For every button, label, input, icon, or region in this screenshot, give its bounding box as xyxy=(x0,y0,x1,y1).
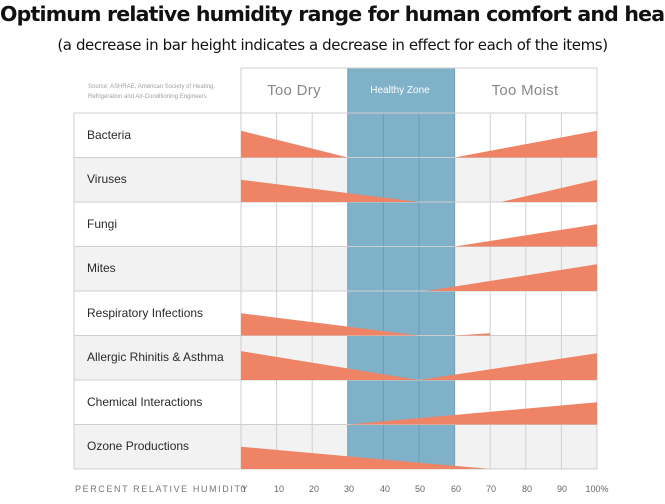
effect-wedge xyxy=(426,264,597,291)
x-tick-60: 60 xyxy=(450,484,462,494)
effect-wedge xyxy=(241,446,491,469)
x-tick-10: 10 xyxy=(273,484,285,494)
x-tick-40: 40 xyxy=(379,484,391,494)
x-tick-0: 0 xyxy=(240,484,246,494)
row-label-viruses: Viruses xyxy=(87,172,127,186)
zone-label-too-dry: Too Dry xyxy=(267,81,321,99)
effect-wedge xyxy=(347,402,597,425)
effect-wedge xyxy=(454,224,597,247)
row-label-bacteria: Bacteria xyxy=(87,128,132,142)
x-tick-70: 70 xyxy=(485,484,497,494)
zone-label-healthy-zone: Healthy Zone xyxy=(370,84,430,96)
row-label-ozone-productions: Ozone Productions xyxy=(87,439,190,453)
effect-wedge xyxy=(241,313,419,336)
effect-wedge xyxy=(241,130,348,158)
x-tick-100: 100% xyxy=(585,484,609,494)
x-axis-title: PERCENT RELATIVE HUMIDITY xyxy=(75,484,250,494)
row-label-fungi: Fungi xyxy=(87,217,118,231)
healthy-zone-band xyxy=(347,68,455,469)
x-tick-30: 30 xyxy=(343,484,355,494)
chart-subtitle: (a decrease in bar height indicates a de… xyxy=(57,36,608,54)
x-tick-20: 20 xyxy=(308,484,320,494)
x-tick-80: 80 xyxy=(521,484,533,494)
effect-wedge xyxy=(500,179,597,202)
effect-wedge xyxy=(241,179,419,202)
row-label-respiratory-infections: Respiratory Infections xyxy=(87,306,204,320)
row-label-allergic-rhinitis-asthma: Allergic Rhinitis & Asthma xyxy=(87,350,224,364)
chart-title: Optimum relative humidity range for huma… xyxy=(0,2,665,26)
effect-wedge xyxy=(419,353,597,380)
source-note: Source: ASHRAE, American Society of Heat… xyxy=(88,84,216,100)
effect-wedge xyxy=(241,351,419,380)
x-tick-50: 50 xyxy=(414,484,426,494)
zone-label-too-moist: Too Moist xyxy=(491,81,559,99)
row-label-chemical-interactions: Chemical Interactions xyxy=(87,395,203,409)
row-label-mites: Mites xyxy=(87,261,116,275)
effect-wedge xyxy=(454,130,597,158)
effect-wedge xyxy=(454,333,491,336)
x-tick-90: 90 xyxy=(556,484,568,494)
